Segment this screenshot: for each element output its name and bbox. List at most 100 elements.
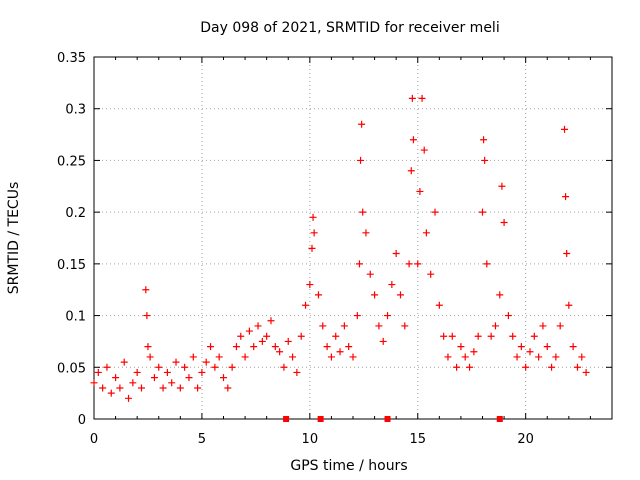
data-point	[340, 322, 348, 330]
data-point	[470, 348, 478, 356]
y-tick-label: 0.25	[57, 154, 86, 169]
data-point	[94, 368, 102, 376]
data-point	[539, 322, 547, 330]
data-point	[522, 363, 530, 371]
y-tick-label: 0.2	[65, 206, 86, 221]
data-point	[271, 343, 279, 351]
data-point	[207, 343, 215, 351]
data-point	[99, 384, 107, 392]
data-point	[336, 348, 344, 356]
data-point	[500, 218, 508, 226]
data-point	[159, 384, 167, 392]
data-point	[309, 213, 317, 221]
data-point	[366, 270, 374, 278]
data-point	[565, 301, 573, 309]
data-point	[405, 260, 413, 268]
data-point	[407, 167, 415, 175]
data-point	[314, 291, 322, 299]
data-point	[418, 94, 426, 102]
data-point	[293, 368, 301, 376]
data-point	[125, 394, 133, 402]
data-points	[90, 94, 590, 402]
data-point	[578, 353, 586, 361]
data-point	[323, 343, 331, 351]
data-point	[474, 332, 482, 340]
y-tick-label: 0.15	[57, 258, 86, 273]
data-point	[198, 368, 206, 376]
data-point	[562, 193, 570, 201]
data-point	[90, 379, 98, 387]
data-point	[332, 332, 340, 340]
data-point	[116, 384, 124, 392]
data-point	[146, 353, 154, 361]
data-point	[202, 358, 210, 366]
data-point	[561, 125, 569, 133]
data-point	[245, 327, 253, 335]
data-point	[357, 156, 365, 164]
data-point	[371, 291, 379, 299]
data-point	[401, 322, 409, 330]
data-point	[194, 384, 202, 392]
data-point	[362, 229, 370, 237]
data-point	[284, 337, 292, 345]
data-point	[517, 343, 525, 351]
data-point	[306, 281, 314, 289]
data-point	[420, 146, 428, 154]
data-point	[509, 332, 517, 340]
data-point	[504, 312, 512, 320]
x-tick-label: 20	[517, 432, 534, 447]
data-point	[556, 322, 564, 330]
x-axis-label: GPS time / hours	[290, 458, 407, 474]
data-point	[359, 208, 367, 216]
data-point	[414, 260, 422, 268]
x-tick-label: 15	[409, 432, 426, 447]
data-point	[310, 229, 318, 237]
data-point	[358, 120, 366, 128]
data-point	[453, 363, 461, 371]
data-point	[355, 260, 363, 268]
data-point	[530, 332, 538, 340]
data-point	[461, 353, 469, 361]
data-point	[224, 384, 232, 392]
data-point	[422, 229, 430, 237]
chart-title: Day 098 of 2021, SRMTID for receiver mel…	[200, 20, 499, 36]
data-point	[155, 363, 163, 371]
data-point	[215, 353, 223, 361]
data-point	[409, 136, 417, 144]
data-point	[444, 353, 452, 361]
data-point	[297, 332, 305, 340]
data-point	[498, 182, 506, 190]
x-tick-label: 5	[198, 432, 206, 447]
data-point	[388, 281, 396, 289]
data-point	[120, 358, 128, 366]
data-point	[211, 363, 219, 371]
data-point	[232, 343, 240, 351]
data-point	[133, 368, 141, 376]
data-point	[263, 332, 271, 340]
data-point	[349, 353, 357, 361]
data-point	[481, 156, 489, 164]
data-point	[416, 187, 424, 195]
y-tick-label: 0	[78, 413, 86, 428]
data-point	[582, 368, 590, 376]
y-tick-label: 0.3	[65, 103, 86, 118]
data-point	[448, 332, 456, 340]
gap-markers	[283, 416, 503, 422]
data-point	[137, 384, 145, 392]
plot-frame	[93, 56, 613, 420]
grid	[94, 57, 612, 419]
data-point	[302, 301, 310, 309]
data-point	[573, 363, 581, 371]
data-point	[254, 322, 262, 330]
gap-marker	[384, 416, 391, 422]
data-point	[308, 244, 316, 252]
data-point	[440, 332, 448, 340]
y-tick-label: 0.35	[57, 51, 86, 66]
data-point	[107, 389, 115, 397]
data-point	[228, 363, 236, 371]
x-tick-label: 0	[90, 432, 98, 447]
data-point	[289, 353, 297, 361]
data-point	[513, 353, 521, 361]
data-point	[396, 291, 404, 299]
